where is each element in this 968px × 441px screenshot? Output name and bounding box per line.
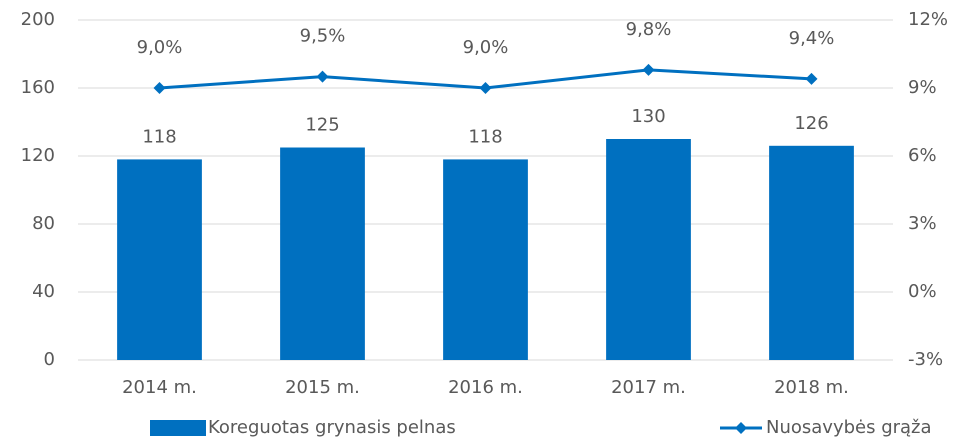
bar bbox=[606, 139, 691, 360]
bar-value-label: 118 bbox=[468, 126, 502, 147]
bar-value-label: 118 bbox=[142, 126, 176, 147]
line-marker bbox=[153, 82, 166, 94]
y-tick-label: 160 bbox=[21, 77, 55, 98]
line-value-label: 9,0% bbox=[463, 37, 509, 58]
y-tick-label: 120 bbox=[21, 145, 55, 166]
bar-value-label: 126 bbox=[794, 113, 828, 134]
legend-swatch bbox=[150, 420, 206, 436]
y-tick-label: 0 bbox=[44, 349, 55, 370]
bar-value-label: 130 bbox=[631, 106, 665, 127]
legend-label: Koreguotas grynasis pelnas bbox=[208, 417, 456, 438]
line-value-label: 9,0% bbox=[137, 37, 183, 58]
line-value-label: 9,8% bbox=[626, 19, 672, 40]
y2-tick-label: 9% bbox=[908, 77, 937, 98]
bar bbox=[443, 159, 528, 360]
y2-tick-label: 6% bbox=[908, 145, 937, 166]
y-tick-label: 80 bbox=[32, 213, 55, 234]
line-value-label: 9,4% bbox=[789, 28, 835, 49]
x-tick-label: 2017 m. bbox=[611, 377, 686, 398]
y2-tick-label: -3% bbox=[908, 349, 943, 370]
x-tick-label: 2018 m. bbox=[774, 377, 849, 398]
legend-label: Nuosavybės grąža bbox=[766, 417, 932, 438]
x-tick-label: 2016 m. bbox=[448, 377, 523, 398]
bar bbox=[769, 145, 854, 360]
line-value-label: 9,5% bbox=[300, 26, 346, 47]
bar-value-label: 125 bbox=[305, 115, 339, 136]
bar bbox=[280, 147, 365, 360]
y-tick-label: 200 bbox=[21, 9, 55, 30]
y2-tick-label: 12% bbox=[908, 9, 948, 30]
y-tick-label: 40 bbox=[32, 281, 55, 302]
line-marker bbox=[642, 63, 655, 76]
line-marker bbox=[316, 70, 329, 83]
line-marker bbox=[479, 82, 492, 94]
x-tick-label: 2015 m. bbox=[285, 377, 360, 398]
legend-marker bbox=[735, 422, 747, 434]
y2-tick-label: 3% bbox=[908, 213, 937, 234]
line-marker bbox=[805, 72, 818, 85]
x-tick-label: 2014 m. bbox=[122, 377, 197, 398]
y2-tick-label: 0% bbox=[908, 281, 937, 302]
bar bbox=[117, 159, 202, 360]
